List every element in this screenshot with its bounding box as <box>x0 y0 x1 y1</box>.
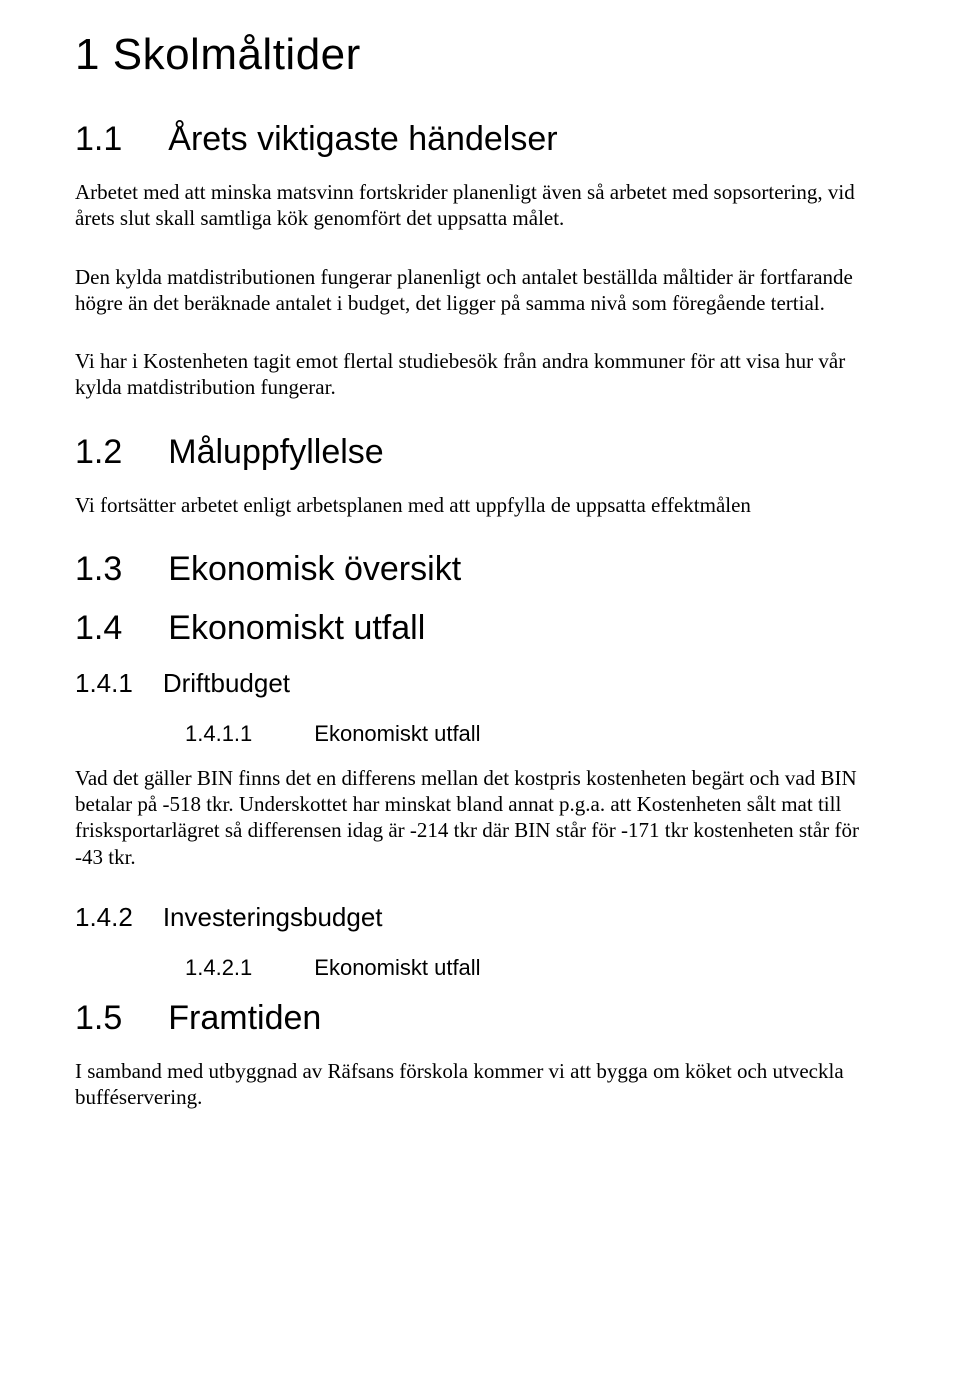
page: 1 Skolmåltider 1.1 Årets viktigaste händ… <box>0 0 960 1182</box>
paragraph: Arbetet med att minska matsvinn fortskri… <box>75 179 885 232</box>
heading-1-4-1-1: 1.4.1.1 Ekonomiskt utfall <box>75 721 885 747</box>
title-text: Skolmåltider <box>113 30 361 79</box>
heading-number: 1.4.2.1 <box>185 955 252 981</box>
heading-number: 1.3 <box>75 550 122 589</box>
heading-text: Årets viktigaste händelser <box>168 120 557 159</box>
heading-1-4-2-1: 1.4.2.1 Ekonomiskt utfall <box>75 955 885 981</box>
heading-text: Ekonomisk översikt <box>168 550 461 589</box>
title-h1: 1 Skolmåltider <box>75 30 885 80</box>
heading-1-2: 1.2 Måluppfyllelse <box>75 433 885 472</box>
heading-text: Driftbudget <box>163 668 290 699</box>
heading-number: 1.4.2 <box>75 902 133 933</box>
heading-text: Investeringsbudget <box>163 902 383 933</box>
paragraph: I samband med utbyggnad av Räfsans försk… <box>75 1058 885 1111</box>
heading-1-4-1: 1.4.1 Driftbudget <box>75 668 885 699</box>
heading-text: Måluppfyllelse <box>168 433 383 472</box>
heading-1-4: 1.4 Ekonomiskt utfall <box>75 609 885 648</box>
heading-number: 1.4.1 <box>75 668 133 699</box>
heading-1-1: 1.1 Årets viktigaste händelser <box>75 120 885 159</box>
heading-number: 1.2 <box>75 433 122 472</box>
heading-text: Framtiden <box>168 999 321 1038</box>
paragraph: Vi fortsätter arbetet enligt arbetsplane… <box>75 492 885 518</box>
paragraph: Vi har i Kostenheten tagit emot flertal … <box>75 348 885 401</box>
title-number: 1 <box>75 30 100 79</box>
heading-number: 1.4 <box>75 609 122 648</box>
heading-1-3: 1.3 Ekonomisk översikt <box>75 550 885 589</box>
heading-1-4-2: 1.4.2 Investeringsbudget <box>75 902 885 933</box>
heading-text: Ekonomiskt utfall <box>168 609 425 648</box>
heading-number: 1.5 <box>75 999 122 1038</box>
heading-1-5: 1.5 Framtiden <box>75 999 885 1038</box>
heading-number: 1.4.1.1 <box>185 721 252 747</box>
heading-number: 1.1 <box>75 120 122 159</box>
heading-text: Ekonomiskt utfall <box>314 955 480 981</box>
paragraph: Vad det gäller BIN finns det en differen… <box>75 765 885 870</box>
heading-text: Ekonomiskt utfall <box>314 721 480 747</box>
paragraph: Den kylda matdistributionen fungerar pla… <box>75 264 885 317</box>
